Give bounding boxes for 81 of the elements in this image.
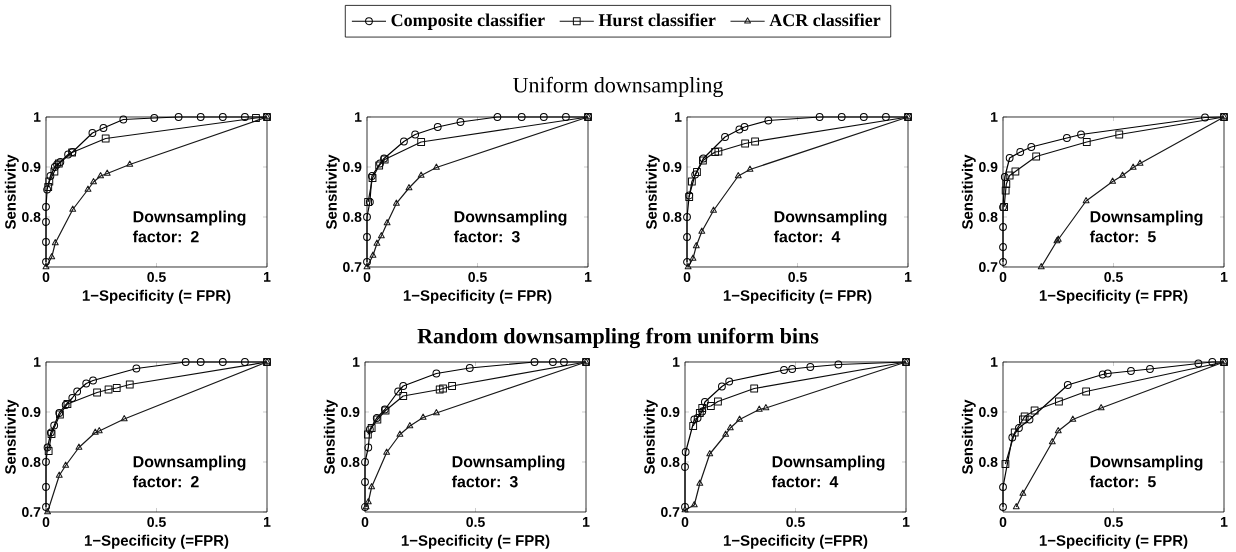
y-tick-label: 1 xyxy=(991,112,998,122)
y-tick-label: 0.8 xyxy=(22,457,41,467)
x-tick-label: 0 xyxy=(683,272,691,282)
x-axis-title: 1−Specificity (= FPR) xyxy=(82,289,231,304)
x-tick-label: 0 xyxy=(681,517,689,527)
annotation: Downsampling factor: 5 xyxy=(1089,455,1203,488)
x-tick-label: 1 xyxy=(584,272,592,282)
x-tick-label: 1 xyxy=(263,272,271,282)
y-tick-label: 0.9 xyxy=(979,162,998,172)
x-tick-label: 1 xyxy=(1221,517,1228,527)
y-tick-label: 1 xyxy=(991,357,998,367)
x-tick-label: 1 xyxy=(902,517,910,527)
y-tick-label: 0.8 xyxy=(343,212,362,222)
x-tick-label: 0.5 xyxy=(147,272,166,282)
y-tick-label: 1 xyxy=(675,112,682,122)
x-axis-title: 1−Specificity (= FPR) xyxy=(1039,534,1188,549)
y-tick-label: 1 xyxy=(353,357,360,367)
legend-label: Hurst classifier xyxy=(598,13,716,27)
y-tick-label: 0.8 xyxy=(663,212,682,222)
y-tick-label: 1 xyxy=(673,357,680,367)
x-tick-label: 0.5 xyxy=(1104,517,1123,527)
annotation: Downsampling factor: 2 xyxy=(132,210,246,243)
y-tick-label: 0.9 xyxy=(661,407,680,417)
y-tick-label: 1 xyxy=(34,112,41,122)
x-axis-title: 1−Specificity (= FPR) xyxy=(1039,289,1188,304)
y-tick-label: 0.8 xyxy=(22,212,41,222)
y-axis-title: Sensitivity xyxy=(961,154,976,230)
x-tick-label: 0 xyxy=(42,517,50,527)
x-tick-label: 0.5 xyxy=(466,517,485,527)
annotation: Downsampling factor: 2 xyxy=(132,455,246,488)
y-axis-title: Sensitivity xyxy=(325,154,340,230)
annotation: Downsampling factor: 4 xyxy=(771,455,885,488)
y-tick-label: 0.7 xyxy=(979,262,998,272)
y-tick-label: 0.8 xyxy=(661,457,680,467)
y-tick-label: 0.8 xyxy=(979,212,998,222)
x-tick-label: 0.5 xyxy=(786,517,805,527)
text: Uniform downsampling xyxy=(513,76,723,98)
x-tick-label: 0 xyxy=(363,272,371,282)
y-axis-title: Sensitivity xyxy=(645,154,660,230)
y-tick-label: 0.9 xyxy=(341,407,360,417)
annotation: Downsampling factor: 4 xyxy=(773,210,887,243)
x-axis-title: 1−Specificity (= FPR) xyxy=(401,534,550,549)
y-tick-label: 0.9 xyxy=(979,407,998,417)
y-tick-label: 0.8 xyxy=(979,457,998,467)
y-axis-title: Sensitivity xyxy=(323,399,338,475)
y-axis-title: Sensitivity xyxy=(961,399,976,475)
x-tick-label: 1 xyxy=(582,517,590,527)
y-tick-label: 0.7 xyxy=(661,507,680,517)
y-tick-label: 0.9 xyxy=(663,162,682,172)
legend-label: Composite classifier xyxy=(391,13,545,30)
x-axis-title: 1−Specificity (= FPR) xyxy=(403,289,552,304)
y-tick-label: 0.9 xyxy=(22,407,41,417)
annotation: Downsampling factor: 3 xyxy=(451,455,565,488)
x-tick-label: 0 xyxy=(999,272,1007,282)
y-tick-label: 0.9 xyxy=(343,162,362,172)
x-tick-label: 0.5 xyxy=(788,272,807,282)
x-axis-title: 1−Specificity (=FPR) xyxy=(84,534,229,549)
x-tick-label: 0.5 xyxy=(1104,272,1123,282)
annotation: Downsampling factor: 3 xyxy=(453,210,567,243)
x-tick-label: 1 xyxy=(905,272,912,282)
y-tick-label: 0.9 xyxy=(22,162,41,172)
x-tick-label: 0.5 xyxy=(147,517,166,527)
x-axis-title: 1−Specificity (=FPR) xyxy=(723,534,868,549)
y-axis-title: Sensitivity xyxy=(4,399,19,475)
x-axis-title: 1−Specificity (= FPR) xyxy=(723,289,872,304)
y-tick-label: 0.8 xyxy=(341,457,360,467)
y-tick-label: 1 xyxy=(355,112,362,122)
y-tick-label: 1 xyxy=(34,357,41,367)
y-axis-title: Sensitivity xyxy=(4,154,19,230)
x-tick-label: 1 xyxy=(1221,272,1228,282)
x-tick-label: 0.5 xyxy=(468,272,487,282)
annotation: Downsampling factor: 5 xyxy=(1089,210,1203,243)
x-tick-label: 1 xyxy=(263,517,271,527)
legend-label: ACR classifier xyxy=(769,13,881,27)
y-axis-title: Sensitivity xyxy=(643,399,658,475)
x-tick-label: 0 xyxy=(42,272,50,282)
y-tick-label: 0.7 xyxy=(343,262,362,272)
x-tick-label: 0 xyxy=(361,517,369,527)
x-tick-label: 0 xyxy=(999,517,1007,527)
text: Random downsampling from uniform bins xyxy=(417,327,819,349)
y-tick-label: 0.7 xyxy=(22,507,41,517)
